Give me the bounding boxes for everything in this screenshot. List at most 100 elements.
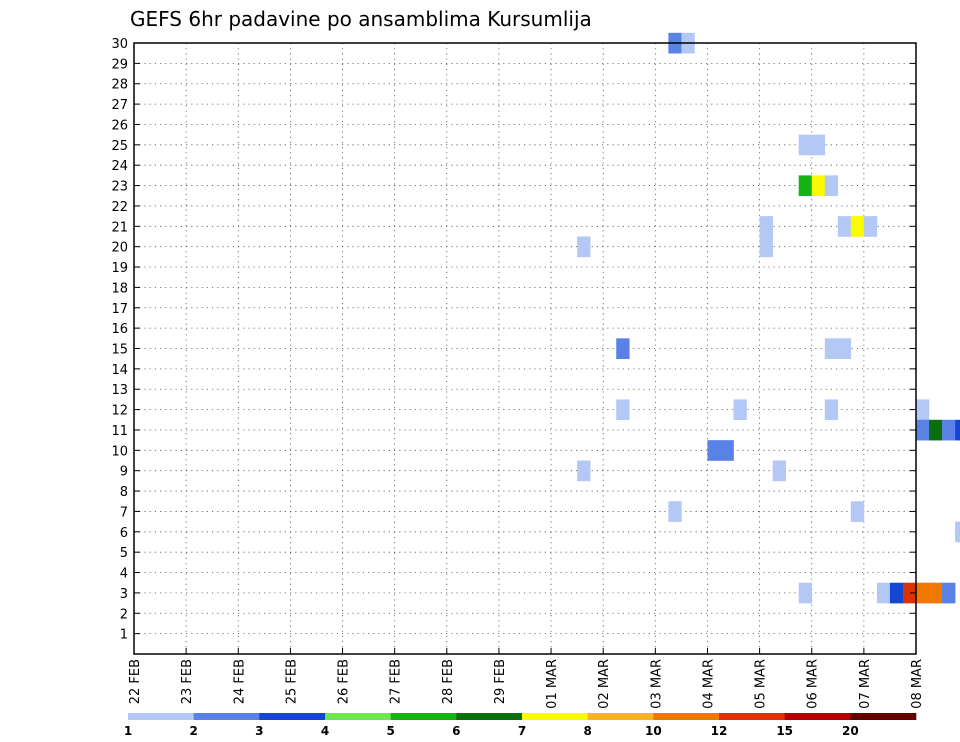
x-tick-label: 06 MAR (806, 659, 821, 709)
x-tick-label: 22 FEB (128, 659, 143, 704)
colorbar-segment (456, 713, 523, 720)
heatmap-cell (837, 216, 852, 237)
colorbar-segment (587, 713, 654, 720)
heatmap-cell (798, 134, 813, 156)
y-tick-label: 20 (111, 241, 128, 256)
colorbar-label: 8 (583, 724, 591, 738)
y-tick-label: 8 (120, 485, 128, 500)
colorbar-label: 20 (842, 724, 859, 738)
colorbar-segment (128, 713, 194, 720)
colorbar-segment (193, 713, 260, 720)
x-tick-label: 03 MAR (649, 659, 664, 709)
colorbar-segment (719, 713, 785, 720)
x-tick-label: 25 FEB (284, 659, 299, 704)
heatmap-cell (850, 501, 865, 522)
y-tick-label: 22 (111, 200, 128, 215)
heatmap-cell (733, 399, 747, 421)
heatmap-cell (811, 175, 826, 197)
y-tick-label: 21 (111, 220, 128, 235)
colorbar-segment (653, 713, 720, 720)
colorbar-segment (259, 713, 326, 720)
y-tick-label: 18 (111, 281, 128, 296)
chart-title: GEFS 6hr padavine po ansamblima Kursumli… (130, 7, 592, 31)
heatmap-cell (707, 440, 721, 461)
heatmap-cell (955, 419, 960, 441)
heatmap-cell (668, 501, 682, 522)
y-tick-label: 15 (111, 343, 128, 358)
y-tick-label: 9 (120, 465, 128, 480)
heatmap-cell (824, 399, 839, 421)
colorbar-label: 15 (776, 724, 793, 738)
x-axis-ticks: 22 FEB 23 FEB 24 FEB 25 FEB 26 FEB 27 FEB 28 F… (128, 648, 925, 709)
y-tick-label: 25 (111, 139, 128, 154)
colorbar-label: 10 (645, 724, 662, 738)
colorbar-label: 12 (711, 724, 728, 738)
heatmap-cell (942, 419, 956, 441)
colorbar-segment (325, 713, 391, 720)
x-tick-label: 07 MAR (858, 659, 873, 709)
heatmap-cell (837, 338, 852, 359)
y-tick-label: 13 (111, 383, 128, 398)
x-tick-label: 08 MAR (910, 659, 925, 709)
colorbar-label: 1 (124, 724, 132, 738)
heatmap-cell (863, 216, 878, 237)
colorbar-label: 6 (452, 724, 460, 738)
y-tick-label: 3 (120, 587, 128, 602)
heatmap-cell (759, 236, 773, 258)
colorbar-segment (522, 713, 588, 720)
y-tick-label: 4 (120, 567, 128, 582)
heatmap-cell (889, 582, 904, 604)
y-tick-label: 6 (120, 526, 128, 541)
colorbar-segment (850, 713, 917, 720)
heatmap-cell (616, 399, 630, 421)
heatmap-cell (942, 582, 956, 604)
y-tick-label: 30 (111, 37, 128, 52)
x-tick-label: 04 MAR (701, 659, 716, 709)
y-tick-label: 24 (111, 159, 128, 174)
colorbar-segment (784, 713, 851, 720)
heatmap-cell (955, 521, 960, 543)
y-tick-label: 27 (111, 98, 128, 113)
colorbar: 1 2 3 4 5 6 7 8 10 12 15 20 (124, 713, 917, 738)
heatmap-cells (577, 32, 960, 604)
heatmap-cell (929, 582, 943, 604)
heatmap-cell (720, 440, 734, 461)
x-tick-label: 26 FEB (337, 659, 352, 704)
y-tick-label: 12 (111, 404, 128, 419)
y-tick-label: 2 (120, 607, 128, 622)
heatmap-cell (902, 582, 917, 604)
heatmap-cell (916, 399, 930, 421)
x-tick-label: 05 MAR (754, 659, 769, 709)
heatmap-cell (824, 175, 839, 197)
heatmap-cell (577, 460, 591, 482)
heatmap-cell (811, 134, 826, 156)
colorbar-label: 3 (255, 724, 263, 738)
y-tick-label: 10 (111, 444, 128, 459)
x-tick-label: 28 FEB (441, 659, 456, 704)
y-tick-label: 5 (120, 546, 128, 561)
y-tick-label: 16 (111, 322, 128, 337)
y-tick-label: 11 (111, 424, 128, 439)
y-tick-label: 1 (120, 628, 128, 643)
x-tick-label: 27 FEB (389, 659, 404, 704)
y-tick-label: 7 (120, 505, 128, 520)
colorbar-label: 5 (386, 724, 394, 738)
x-tick-label: 29 FEB (493, 659, 508, 704)
grid (133, 42, 917, 654)
heatmap-cell (824, 338, 839, 359)
heatmap-cell (916, 582, 930, 604)
y-tick-label: 14 (111, 363, 128, 378)
heatmap-cell (772, 460, 786, 482)
heatmap-cell (798, 582, 813, 604)
x-tick-label: 24 FEB (232, 659, 247, 704)
y-tick-label: 17 (111, 302, 128, 317)
heatmap-cell (577, 236, 591, 258)
colorbar-label: 2 (189, 724, 197, 738)
x-tick-label: 23 FEB (180, 659, 195, 704)
heatmap-cell (876, 582, 891, 604)
y-tick-label: 23 (111, 180, 128, 195)
x-tick-label: 01 MAR (545, 659, 560, 709)
y-axis-ticks: 1234567891011121314151617181920212223242… (111, 37, 916, 643)
heatmap-cell (798, 175, 813, 197)
